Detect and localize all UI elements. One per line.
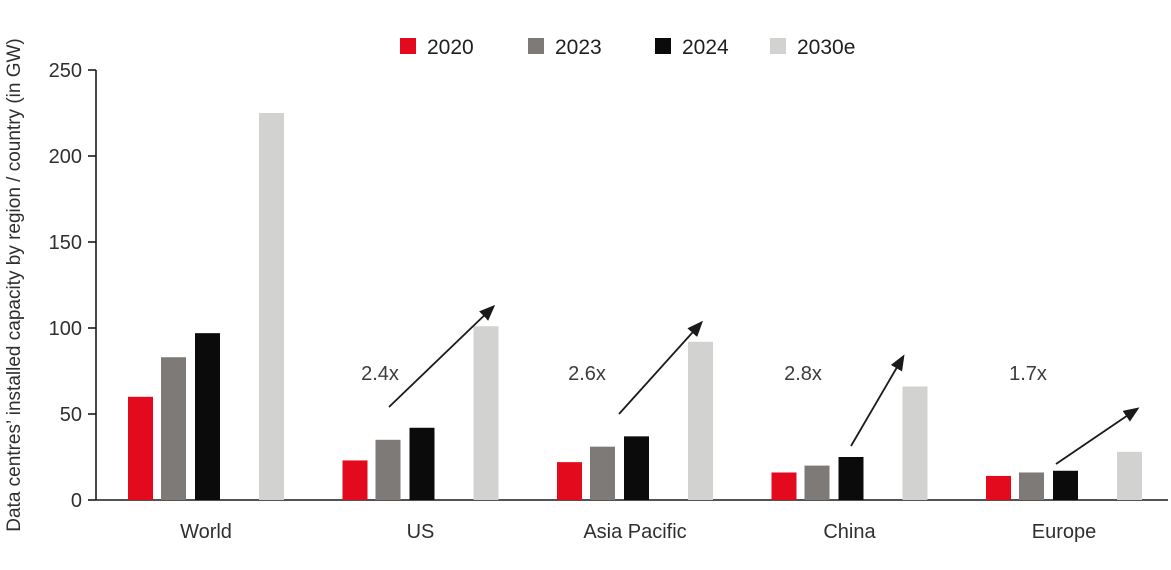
y-axis-title: Data centres’ installed capacity by regi… <box>4 38 25 532</box>
category-label-world: World <box>180 521 232 543</box>
bar-asia-pacific-2024 <box>624 436 649 500</box>
bar-china-2023 <box>804 465 830 500</box>
legend-swatch-2023 <box>528 38 544 54</box>
bar-europe-2030e <box>1117 451 1142 500</box>
growth-arrow-china <box>850 354 905 447</box>
y-tick-label-0: 0 <box>71 490 82 512</box>
legend-label-2024: 2024 <box>682 36 729 59</box>
growth-multiplier-us: 2.4x <box>361 363 399 385</box>
growth-multiplier-china: 2.8x <box>784 363 822 385</box>
bar-china-2020 <box>771 472 797 500</box>
growth-multiplier-asia-pacific: 2.6x <box>568 363 606 385</box>
bar-world-2020 <box>128 396 153 500</box>
bar-europe-2024 <box>1053 470 1078 500</box>
legend-swatch-2030e <box>770 38 786 54</box>
bar-us-2030e <box>473 326 499 500</box>
bar-us-2023 <box>375 439 401 500</box>
bar-asia-pacific-2020 <box>557 462 582 500</box>
y-tick-label-200: 200 <box>49 146 82 168</box>
growth-arrow-asia-pacific <box>618 320 704 415</box>
bar-us-2024 <box>409 427 435 500</box>
category-label-asia-pacific: Asia Pacific <box>583 521 686 543</box>
bar-asia-pacific-2023 <box>590 446 615 500</box>
bar-china-2024 <box>838 457 864 500</box>
category-label-europe: Europe <box>1032 521 1097 543</box>
bar-europe-2023 <box>1019 472 1044 500</box>
legend-label-2020: 2020 <box>427 36 474 59</box>
bar-world-2030e <box>259 113 284 500</box>
category-label-china: China <box>823 521 876 543</box>
y-tick-label-250: 250 <box>49 60 82 82</box>
growth-arrow-europe <box>1055 407 1140 465</box>
bar-world-2023 <box>161 357 186 500</box>
growth-arrow-us <box>388 304 496 408</box>
bar-world-2024 <box>195 333 220 500</box>
y-tick-label-100: 100 <box>49 318 82 340</box>
y-tick-label-50: 50 <box>60 404 82 426</box>
bar-europe-2020 <box>986 475 1011 500</box>
bar-asia-pacific-2030e <box>688 341 713 500</box>
legend-label-2030e: 2030e <box>797 36 855 59</box>
legend-label-2023: 2023 <box>555 36 602 59</box>
bar-us-2020 <box>342 460 368 500</box>
growth-multiplier-europe: 1.7x <box>1009 363 1047 385</box>
bar-china-2030e <box>902 386 928 500</box>
y-tick-label-150: 150 <box>49 232 82 254</box>
category-label-us: US <box>407 521 435 543</box>
legend-swatch-2024 <box>655 38 671 54</box>
legend-swatch-2020 <box>400 38 416 54</box>
